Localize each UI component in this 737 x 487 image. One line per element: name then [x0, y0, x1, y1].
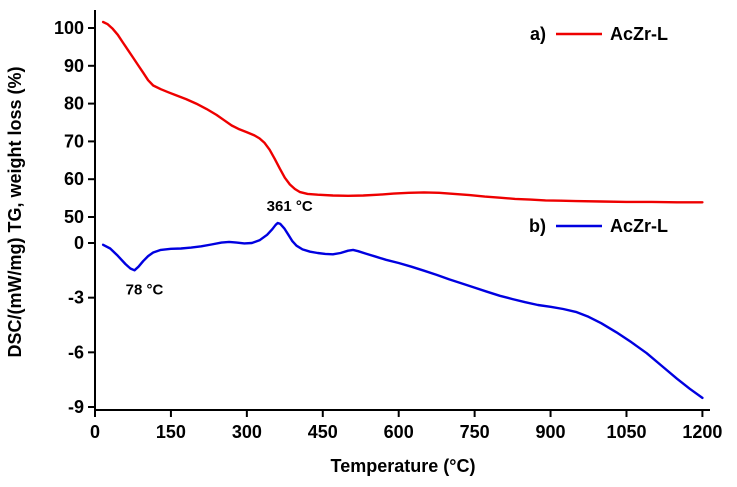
- tg-tick-label: 70: [64, 131, 84, 151]
- dsc-tick-label: -3: [68, 288, 84, 308]
- plot-area: 0 150 300 450 600 750 900 1050 1200 100 90 80 70 60 50…: [54, 10, 722, 442]
- series-a-line: [101, 20, 704, 204]
- x-tick-label: 300: [232, 422, 262, 442]
- x-axis-label: Temperature (°C): [331, 456, 476, 476]
- legend-b-prefix: b): [529, 216, 546, 236]
- tg-tick-label: 90: [64, 56, 84, 76]
- tg-tick-label: 100: [54, 18, 84, 38]
- legend-b-label: AcZr-L: [610, 216, 668, 236]
- tg-tick-label: 80: [64, 94, 84, 114]
- legend-a-prefix: a): [530, 24, 546, 44]
- x-tick-label: 900: [536, 422, 566, 442]
- y-axis-label: DSC/(mW/mg) TG, weight loss (%): [5, 66, 25, 357]
- annotation-0: 361 °C: [267, 198, 313, 215]
- x-tick-label: 600: [384, 422, 414, 442]
- x-tick-label: 0: [90, 422, 100, 442]
- tg-tick-label: 50: [64, 207, 84, 227]
- x-tick-label: 750: [460, 422, 490, 442]
- x-tick-label: 450: [308, 422, 338, 442]
- x-tick-label: 1050: [606, 422, 646, 442]
- dsc-tick-label: 0: [74, 233, 84, 253]
- x-tick-label: 150: [156, 422, 186, 442]
- tg-tick-label: 60: [64, 169, 84, 189]
- annotation-1: 78 °C: [126, 281, 164, 298]
- legend-a-label: AcZr-L: [610, 24, 668, 44]
- x-tick-label: 1200: [682, 422, 722, 442]
- dsc-tick-label: -6: [68, 342, 84, 362]
- series-b-line: [101, 221, 704, 400]
- dsc-tick-label: -9: [68, 397, 84, 417]
